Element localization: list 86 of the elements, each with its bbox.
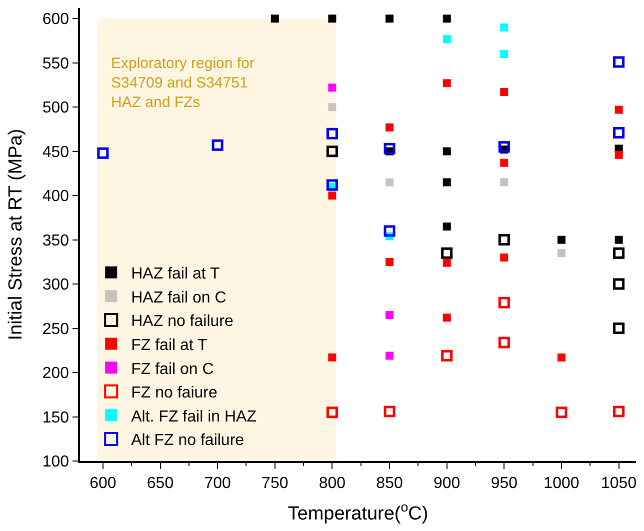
point [328, 14, 336, 23]
point [328, 103, 336, 112]
point [442, 14, 451, 23]
x-tick-label: 650 [146, 474, 174, 492]
point [442, 147, 451, 156]
point [386, 123, 394, 132]
point [326, 406, 338, 418]
x-tick-label: 600 [90, 474, 116, 492]
x-axis-title: Temperature($^{o}$C) [288, 499, 428, 524]
point [613, 278, 625, 290]
x-tick-label: 950 [490, 474, 518, 492]
point [614, 106, 623, 114]
point [557, 249, 566, 258]
point [613, 56, 625, 68]
point [500, 158, 508, 167]
point [328, 353, 336, 362]
legend-label: Alt. FZ fail in HAZ [131, 408, 257, 426]
point [500, 50, 508, 58]
point [384, 406, 396, 418]
legend-label: FZ no faiure [131, 384, 218, 402]
point [442, 178, 451, 186]
legend-label: HAZ fail on C [131, 289, 226, 306]
point [386, 311, 394, 320]
x-tick-label: 800 [318, 474, 346, 492]
point [500, 88, 508, 96]
point [498, 234, 510, 246]
y-tick-label: 550 [42, 55, 70, 72]
point [442, 314, 451, 322]
point [384, 142, 396, 154]
point [498, 296, 510, 308]
x-tick-label: 1050 [601, 474, 637, 492]
point [328, 192, 336, 200]
legend-label: Alt FZ no failure [131, 432, 244, 450]
point [328, 84, 336, 92]
point [442, 79, 451, 88]
point [498, 141, 510, 153]
x-tick-label: 900 [434, 474, 460, 492]
legend-label: FZ fail at T [131, 337, 208, 354]
point [384, 225, 396, 237]
point [212, 139, 224, 151]
point [442, 222, 451, 231]
y-tick-label: 400 [42, 188, 70, 206]
point [557, 353, 566, 362]
y-tick-label: 350 [42, 232, 70, 250]
point [613, 247, 625, 259]
legend-label: HAZ fail at T [131, 266, 220, 283]
y-tick-label: 250 [42, 320, 70, 338]
y-tick-label: 600 [42, 11, 70, 28]
point [614, 150, 623, 159]
point [386, 258, 394, 266]
point [326, 146, 338, 158]
point [556, 406, 568, 418]
point [500, 178, 508, 186]
x-tick-label: 850 [376, 474, 403, 492]
point [386, 14, 394, 23]
point [498, 336, 510, 348]
point [386, 178, 394, 186]
legend-label: HAZ no failure [131, 313, 234, 330]
point [613, 322, 625, 334]
y-tick-label: 300 [42, 276, 70, 294]
point [442, 258, 451, 267]
y-tick-label: 100 [42, 454, 70, 471]
point [386, 352, 394, 360]
point [441, 350, 453, 362]
point [557, 236, 566, 244]
point [613, 127, 625, 138]
y-tick-label: 150 [42, 409, 70, 426]
x-tick-label: 1000 [544, 474, 580, 492]
point [500, 23, 508, 32]
y-axis-title: Initial Stress at RT (MPa) [6, 128, 27, 340]
y-tick-label: 200 [42, 365, 70, 382]
point [613, 406, 625, 418]
x-tick-label: 750 [262, 474, 288, 492]
point [500, 254, 508, 262]
point [326, 128, 338, 140]
y-tick-label: 450 [42, 144, 70, 161]
band-label: Exploratory region for S34709 and S34751 HAZ and FZs [111, 55, 254, 111]
point [442, 34, 451, 43]
x-tick-label: 700 [204, 474, 232, 492]
point [614, 236, 623, 244]
point [97, 147, 109, 159]
point [441, 247, 453, 259]
point [270, 14, 279, 23]
y-tick-label: 500 [42, 100, 70, 117]
legend-label: FZ fail on C [131, 360, 214, 378]
point [326, 179, 338, 191]
